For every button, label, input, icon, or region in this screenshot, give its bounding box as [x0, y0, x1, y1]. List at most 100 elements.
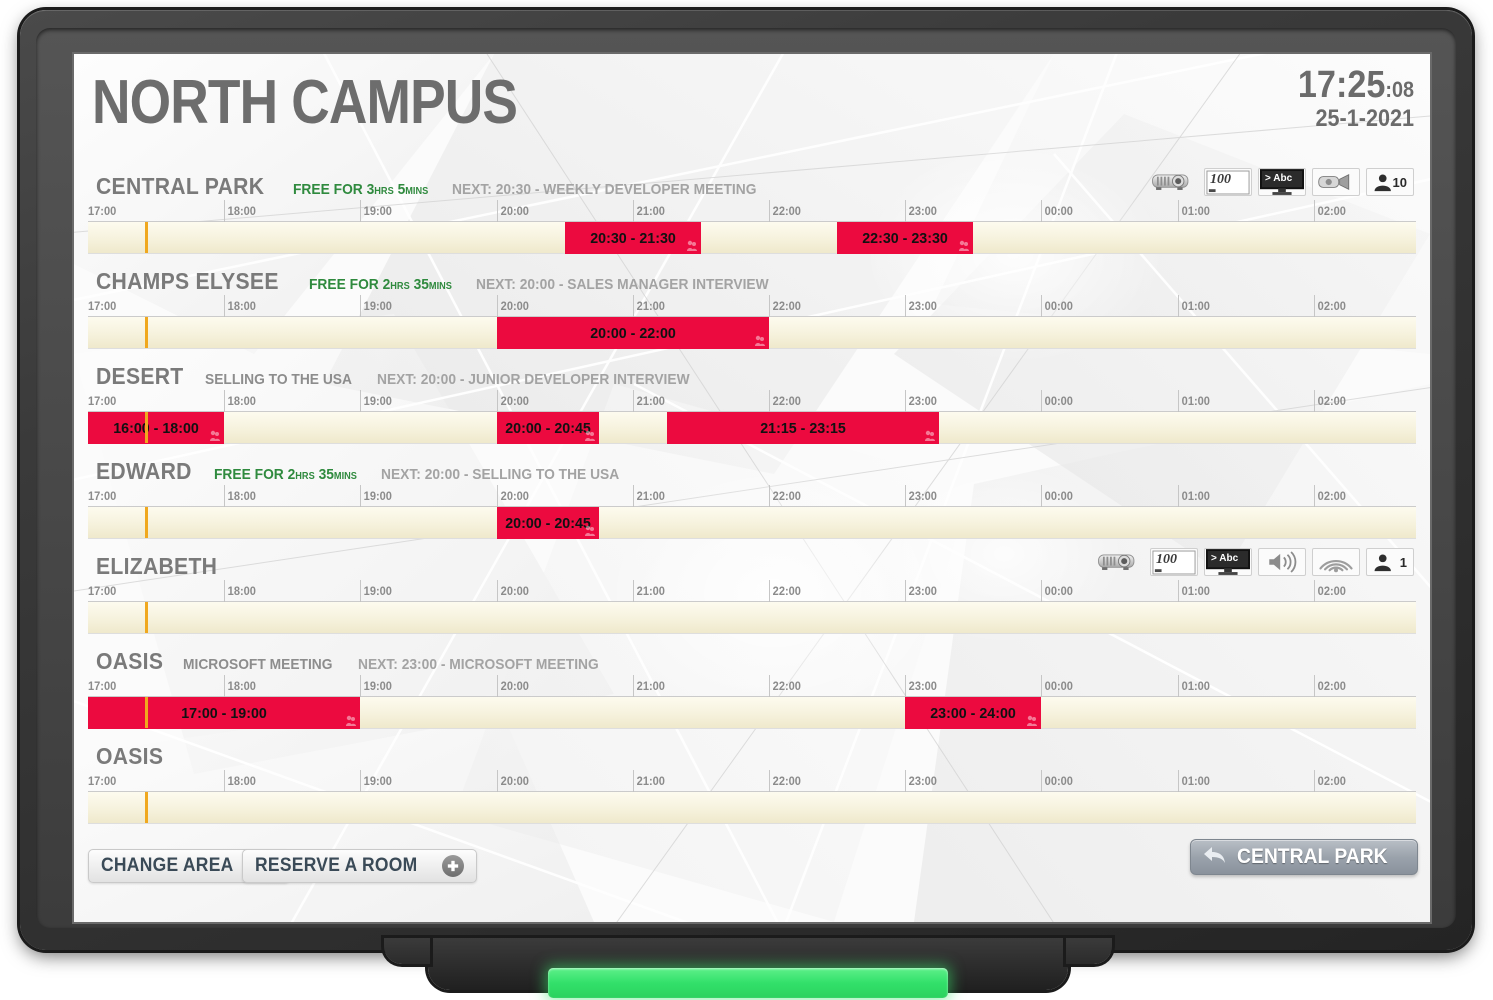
timeline-track[interactable]: [88, 792, 1416, 824]
room-capacity-value: 10: [1392, 175, 1407, 190]
room-current-meeting: MICROSOFT MEETING: [183, 656, 333, 673]
room-name: CHAMPS ELYSEE: [96, 268, 279, 294]
timeline-tick: 19:00: [360, 770, 392, 792]
back-button-label: CENTRAL PARK: [1237, 845, 1388, 868]
room-row[interactable]: OASIS 17:00 18:00 19:00 20:00 21:00 22:00 23:00…: [88, 736, 1416, 831]
booking-block[interactable]: 22:30 - 23:30: [837, 222, 974, 254]
timeline-tick: 21:00: [632, 295, 665, 317]
booking-block[interactable]: 17:00 - 19:00: [88, 697, 361, 729]
timeline-tick: 02:00: [1313, 770, 1346, 792]
timeline-tick: 22:00: [769, 580, 801, 602]
whiteboard-value: 100: [1210, 172, 1231, 187]
booking-block[interactable]: 20:30 - 21:30: [564, 222, 701, 254]
timeline-tick: 23:00: [905, 675, 937, 697]
room-header: CENTRAL PARK FREE FOR 3HRS 5MINS NEXT: 20:…: [88, 166, 1416, 200]
kiosk-device: NORTH CAMPUS 17:25:08 25-1-2021 CENTRAL …: [8, 6, 1485, 998]
room-next-meeting: NEXT: 20:30 - WEEKLY DEVELOPER MEETING: [451, 181, 757, 198]
room-row[interactable]: CHAMPS ELYSEE FREE FOR 2HRS 35MINS NEXT: 2…: [88, 261, 1416, 356]
timeline-tick: 22:00: [769, 770, 801, 792]
current-time-marker: [145, 697, 149, 728]
wifi-icon: [1312, 548, 1360, 576]
timeline-axis: 17:00 18:00 19:00 20:00 21:00 22:00 23:00 00:00…: [88, 485, 1416, 507]
booking-block[interactable]: 20:00 - 20:45: [496, 507, 599, 539]
timeline-tick: 17:00: [88, 679, 117, 693]
booking-block[interactable]: 21:15 - 23:15: [666, 412, 940, 444]
page-title: NORTH CAMPUS: [92, 68, 518, 137]
timeline-axis: 17:00 18:00 19:00 20:00 21:00 22:00 23:00 00:00…: [88, 390, 1416, 412]
timeline-tick: 20:00: [496, 675, 529, 697]
header: NORTH CAMPUS 17:25:08 25-1-2021: [74, 54, 1430, 166]
back-arrow-icon: [1201, 844, 1227, 871]
timeline-tick: 02:00: [1313, 485, 1346, 507]
timeline-tick: 18:00: [224, 770, 256, 792]
room-row[interactable]: OASIS MICROSOFT MEETING NEXT: 23:00 - MICR…: [88, 641, 1416, 736]
attendees-icon: [686, 240, 697, 251]
reserve-room-button[interactable]: RESERVE A ROOM: [242, 849, 477, 883]
timeline-tick: 00:00: [1041, 200, 1073, 222]
timeline-tick: 18:00: [224, 580, 256, 602]
reserve-room-label: RESERVE A ROOM: [255, 855, 418, 876]
timeline-tick: 18:00: [224, 485, 256, 507]
timeline-track[interactable]: 16:00 - 18:00 20:00 - 20:45 21:15 - 23:15: [88, 412, 1416, 444]
room-name: DESERT: [96, 363, 184, 389]
room-header: OASIS MICROSOFT MEETING NEXT: 23:00 - MICR…: [88, 641, 1416, 675]
current-time-marker: [145, 222, 149, 253]
tv-screen-icon: > Abc: [1258, 168, 1306, 196]
clock-seconds: :08: [1385, 77, 1414, 102]
booking-block[interactable]: 23:00 - 24:00: [905, 697, 1042, 729]
clock-hours-minutes: 17:25: [1297, 64, 1386, 106]
clock-date: 25-1-2021: [1315, 105, 1414, 132]
attendees-icon: [755, 335, 766, 346]
timeline-tick: 01:00: [1177, 770, 1210, 792]
attendees-icon: [959, 240, 970, 251]
timeline-axis: 17:00 18:00 19:00 20:00 21:00 22:00 23:00 00:00…: [88, 295, 1416, 317]
room-name: OASIS: [96, 743, 164, 769]
room-row[interactable]: EDWARD FREE FOR 2HRS 35MINS NEXT: 20:00 - …: [88, 451, 1416, 546]
timeline-axis: 17:00 18:00 19:00 20:00 21:00 22:00 23:00 00:00…: [88, 675, 1416, 697]
timeline-track[interactable]: [88, 602, 1416, 634]
timeline-tick: 20:00: [496, 390, 529, 412]
room-row[interactable]: CENTRAL PARK FREE FOR 3HRS 5MINS NEXT: 20:…: [88, 166, 1416, 261]
timeline-track[interactable]: 20:00 - 22:00: [88, 317, 1416, 349]
free-hours: 3: [366, 181, 375, 198]
booking-block[interactable]: 20:00 - 22:00: [496, 317, 770, 349]
room-next-meeting: NEXT: 23:00 - MICROSOFT MEETING: [357, 656, 599, 673]
room-current-meeting: SELLING TO THE USA: [205, 371, 353, 388]
timeline-tick: 17:00: [88, 299, 117, 313]
timeline-tick: 21:00: [632, 675, 665, 697]
booking-block[interactable]: 16:00 - 18:00: [88, 412, 225, 444]
timeline-axis: 17:00 18:00 19:00 20:00 21:00 22:00 23:00 00:00…: [88, 200, 1416, 222]
timeline-tick: 00:00: [1041, 390, 1073, 412]
timeline-tick: 20:00: [496, 295, 529, 317]
booking-time-label: 23:00 - 24:00: [930, 704, 1017, 722]
room-next-meeting: NEXT: 20:00 - SALES MANAGER INTERVIEW: [475, 276, 769, 293]
timeline-tick: 21:00: [632, 390, 665, 412]
timeline-tick: 02:00: [1313, 675, 1346, 697]
room-row[interactable]: ELIZABETH 100 > Abc 1 17:00 18:00 19:00 20:00 21…: [88, 546, 1416, 641]
back-to-room-button[interactable]: CENTRAL PARK: [1190, 839, 1418, 875]
timeline-tick: 19:00: [360, 200, 392, 222]
room-name: CENTRAL PARK: [96, 173, 265, 199]
timeline-track[interactable]: 17:00 - 19:00 23:00 - 24:00: [88, 697, 1416, 729]
booking-time-label: 20:30 - 21:30: [590, 229, 676, 247]
timeline-track[interactable]: 20:30 - 21:30 22:30 - 23:30: [88, 222, 1416, 254]
attendees-icon: [210, 430, 221, 441]
timeline-tick: 21:00: [632, 200, 665, 222]
timeline-tick: 19:00: [360, 580, 392, 602]
timeline-tick: 23:00: [905, 580, 937, 602]
timeline-tick: 00:00: [1041, 485, 1073, 507]
timeline-tick: 01:00: [1177, 580, 1210, 602]
timeline-tick: 02:00: [1313, 390, 1346, 412]
timeline-track[interactable]: 20:00 - 20:45: [88, 507, 1416, 539]
amenity-icon-strip: 100 > Abc 10: [1146, 168, 1414, 196]
booking-block[interactable]: 20:00 - 20:45: [496, 412, 599, 444]
speaker-icon: [1258, 548, 1306, 576]
free-hours-unit: HRS: [389, 281, 410, 292]
room-row[interactable]: DESERT SELLING TO THE USA NEXT: 20:00 - JU…: [88, 356, 1416, 451]
room-list: CENTRAL PARK FREE FOR 3HRS 5MINS NEXT: 20:…: [74, 166, 1430, 831]
timeline-tick: 20:00: [496, 485, 529, 507]
booking-time-label: 20:00 - 22:00: [590, 324, 676, 342]
current-time-marker: [145, 412, 149, 443]
free-hours: 2: [382, 276, 390, 293]
timeline-tick: 18:00: [224, 200, 256, 222]
